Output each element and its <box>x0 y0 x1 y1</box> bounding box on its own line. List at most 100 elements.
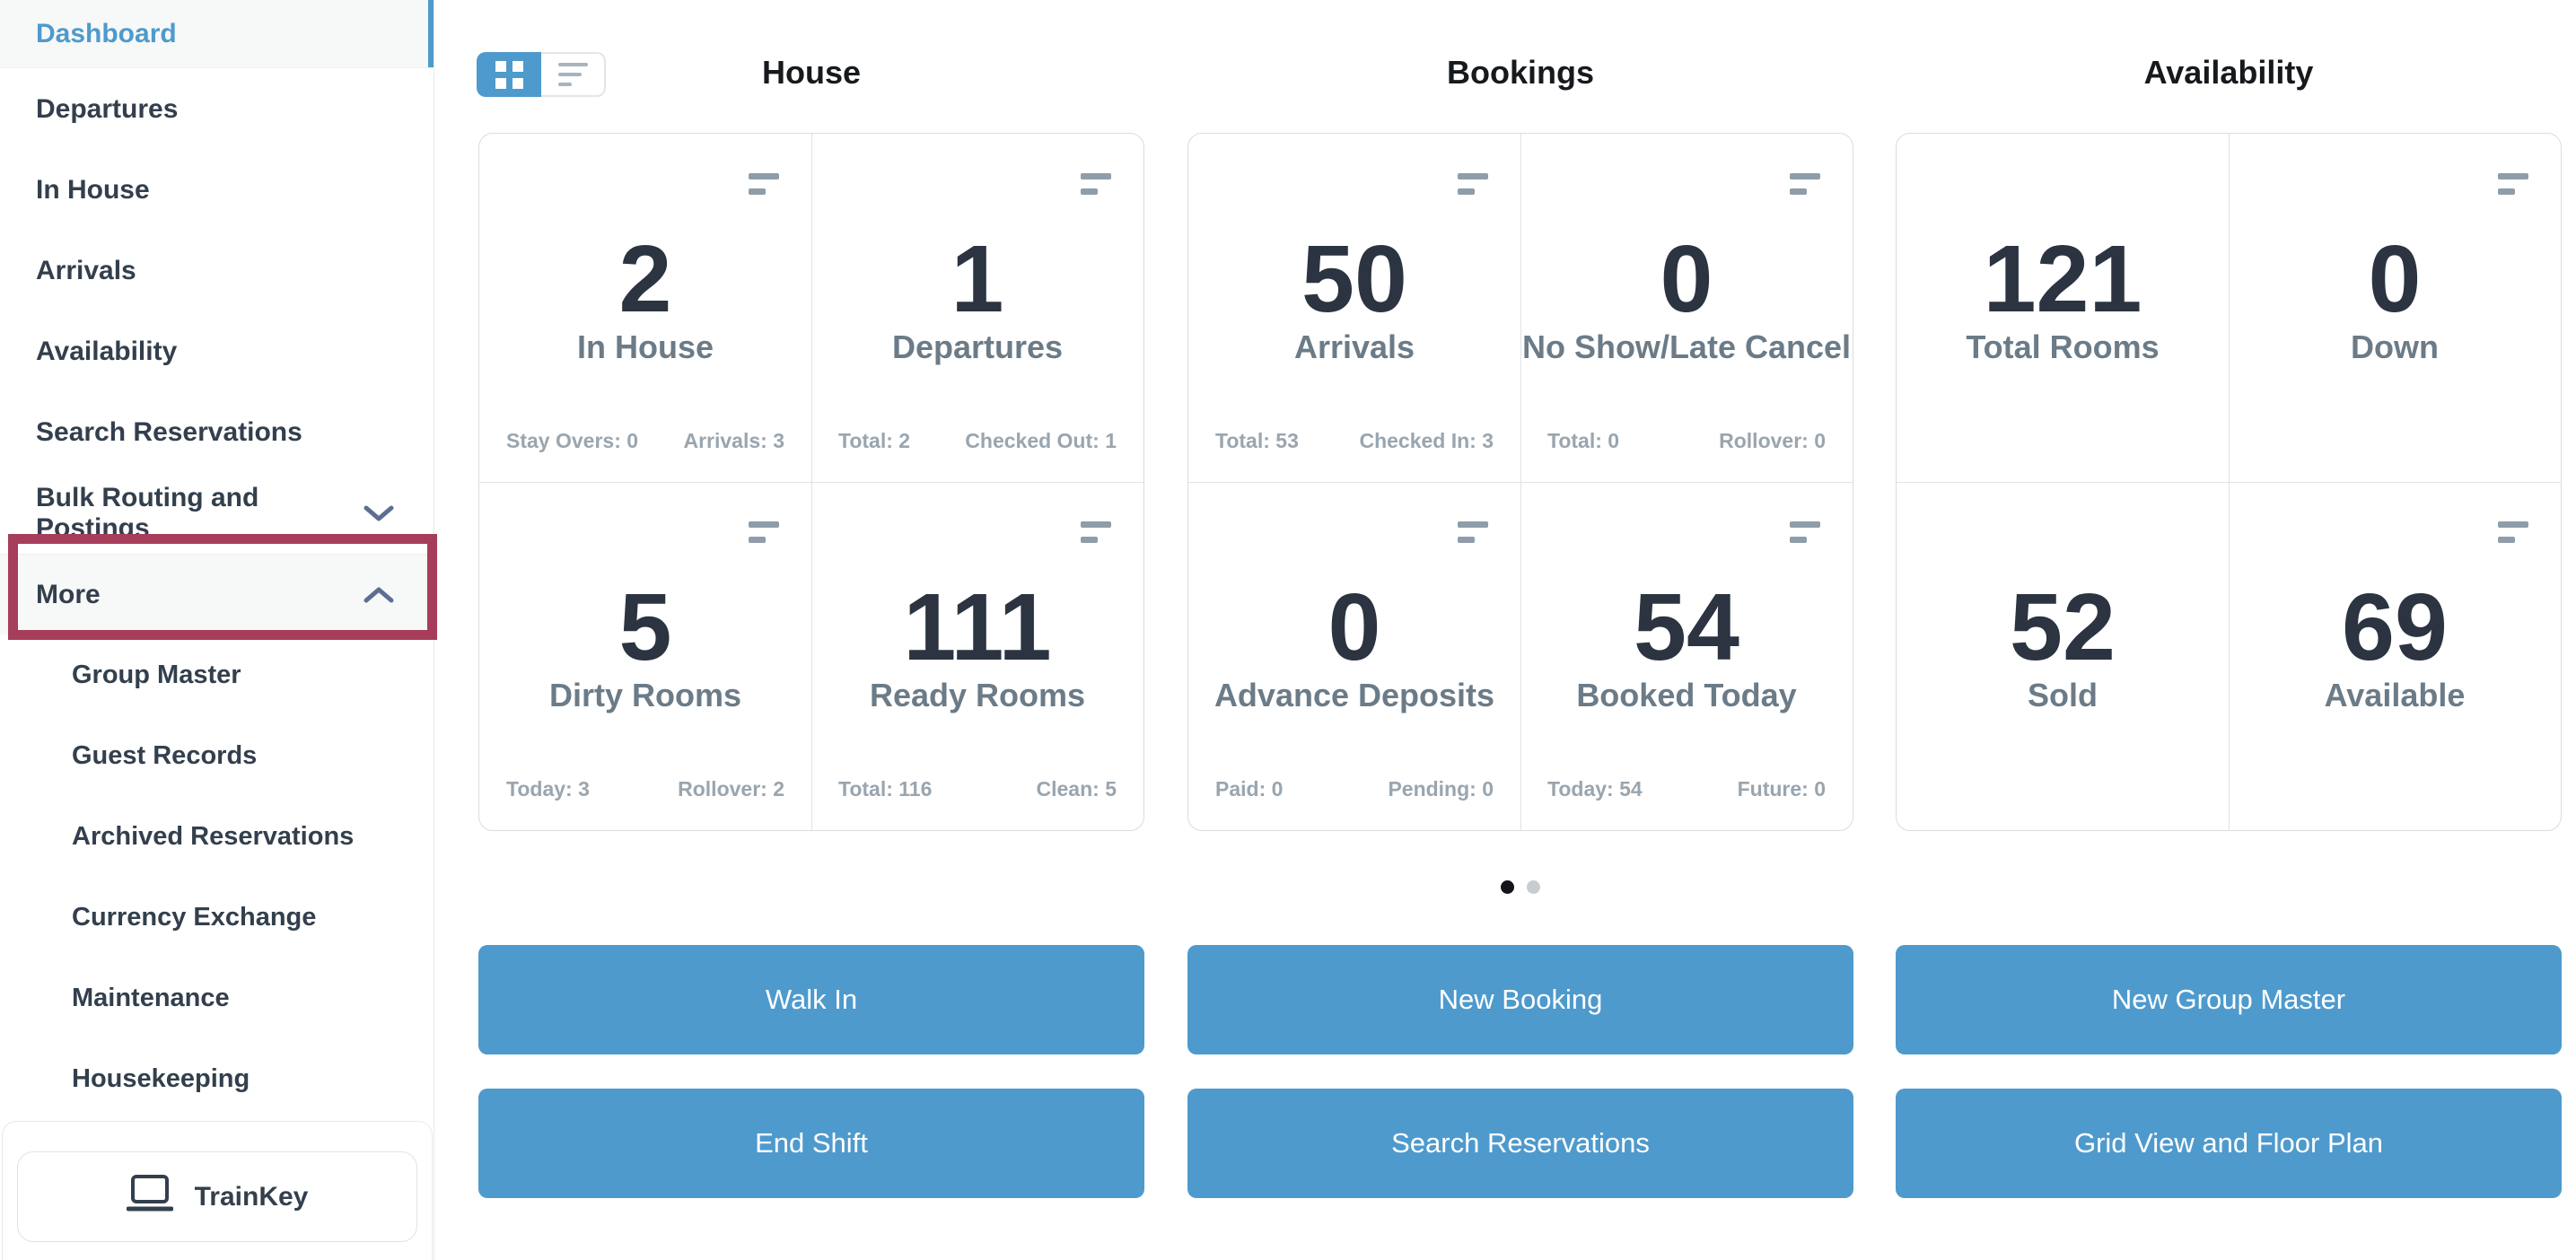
kpi-stat-right: Checked Out: 1 <box>965 429 1117 452</box>
sidebar-item-label: Housekeeping <box>72 1063 250 1093</box>
sidebar-item-label: More <box>36 579 101 609</box>
kpi-card-ready-rooms[interactable]: 111 Ready Rooms Total: 116 Clean: 5 <box>811 482 1143 830</box>
sidebar-item-arrivals[interactable]: Arrivals <box>0 231 434 311</box>
sidebar-item-label: Arrivals <box>36 256 136 285</box>
kpi-stats: Paid: 0 Pending: 0 <box>1215 777 1494 801</box>
kpi-stats: Total: 0 Rollover: 0 <box>1547 429 1826 453</box>
sidebar-item-label: Archived Reservations <box>72 821 355 851</box>
sidebar-item-bulk-routing-and-postings[interactable]: Bulk Routing and Postings <box>0 473 434 554</box>
sidebar-item-search-reservations[interactable]: Search Reservations <box>0 392 434 473</box>
kpi-value: 111 <box>903 574 1052 680</box>
sidebar-item-dashboard[interactable]: Dashboard <box>0 0 434 68</box>
card-menu-icon[interactable] <box>1790 521 1820 543</box>
sidebar-item-label: Search Reservations <box>36 417 302 447</box>
grid-view-floor-plan-button[interactable]: Grid View and Floor Plan <box>1896 1089 2562 1198</box>
card-menu-icon[interactable] <box>2498 173 2528 195</box>
kpi-card-down[interactable]: 0 Down <box>2229 134 2561 482</box>
card-menu-icon[interactable] <box>1081 521 1111 543</box>
kpi-label: Dirty Rooms <box>548 677 742 713</box>
kpi-label: Ready Rooms <box>869 677 1086 713</box>
walk-in-button[interactable]: Walk In <box>478 945 1144 1054</box>
pagination-dot[interactable] <box>1527 880 1540 894</box>
kpi-card-advance-deposits[interactable]: 0 Advance Deposits Paid: 0 Pending: 0 <box>1188 482 1520 830</box>
kpi-label: Down <box>2351 328 2439 365</box>
kpi-card-dirty-rooms[interactable]: 5 Dirty Rooms Today: 3 Rollover: 2 <box>479 482 811 830</box>
kpi-value: 1 <box>951 226 1004 332</box>
kpi-value: 0 <box>2368 226 2422 332</box>
kpi-stat-right: Arrivals: 3 <box>683 429 784 452</box>
sidebar-item-archived-reservations[interactable]: Archived Reservations <box>0 796 434 877</box>
kpi-stat-right: Checked In: 3 <box>1359 429 1494 452</box>
search-reservations-button[interactable]: Search Reservations <box>1187 1089 1853 1198</box>
kpi-value: 0 <box>1660 226 1713 332</box>
chevron-down-icon <box>364 505 394 522</box>
kpi-stat-left: Today: 3 <box>506 777 590 801</box>
house-panel: 2 In House Stay Overs: 0 Arrivals: 3 1 D… <box>478 133 1144 831</box>
card-menu-icon[interactable] <box>1790 173 1820 195</box>
kpi-stat-left: Stay Overs: 0 <box>506 429 639 452</box>
kpi-label: No Show/Late Cancel <box>1521 328 1852 365</box>
kpi-value: 121 <box>1983 226 2142 332</box>
kpi-card-departures[interactable]: 1 Departures Total: 2 Checked Out: 1 <box>811 134 1143 482</box>
active-item-indicator <box>428 0 434 67</box>
kpi-label: Departures <box>891 328 1064 365</box>
kpi-card-available[interactable]: 69 Available <box>2229 482 2561 830</box>
card-menu-icon[interactable] <box>749 521 779 543</box>
sidebar-item-more[interactable]: More <box>0 554 434 634</box>
card-menu-icon[interactable] <box>1081 173 1111 195</box>
kpi-card-no-show-late-cancel[interactable]: 0 No Show/Late Cancel Total: 0 Rollover:… <box>1520 134 1853 482</box>
kpi-card-sold[interactable]: 52 Sold <box>1897 482 2229 830</box>
sidebar-item-group-master[interactable]: Group Master <box>0 634 434 715</box>
sidebar-nav: Departures In House Arrivals Availabilit… <box>0 69 434 1119</box>
panel-divider <box>1897 482 2561 483</box>
view-toggle <box>477 52 606 97</box>
column-title-bookings: Bookings <box>1446 54 1594 91</box>
pagination-dot-active[interactable] <box>1501 880 1514 894</box>
kpi-stat-right: Pending: 0 <box>1388 777 1494 801</box>
kpi-value: 54 <box>1634 574 1739 680</box>
new-group-master-button[interactable]: New Group Master <box>1896 945 2562 1054</box>
kpi-card-booked-today[interactable]: 54 Booked Today Today: 54 Future: 0 <box>1520 482 1853 830</box>
card-menu-icon[interactable] <box>2498 521 2528 543</box>
sidebar-item-label: Currency Exchange <box>72 902 317 932</box>
sidebar-item-maintenance[interactable]: Maintenance <box>0 958 434 1038</box>
sidebar-item-availability[interactable]: Availability <box>0 311 434 392</box>
kpi-value: 69 <box>2342 574 2448 680</box>
sidebar-item-label: Departures <box>36 94 179 124</box>
sidebar-item-label: Maintenance <box>72 983 230 1012</box>
grid-view-button[interactable] <box>477 52 541 97</box>
kpi-stat-right: Clean: 5 <box>1036 777 1117 801</box>
kpi-label: Arrivals <box>1293 328 1415 365</box>
kpi-card-in-house[interactable]: 2 In House Stay Overs: 0 Arrivals: 3 <box>479 134 811 482</box>
kpi-card-arrivals[interactable]: 50 Arrivals Total: 53 Checked In: 3 <box>1188 134 1520 482</box>
end-shift-button[interactable]: End Shift <box>478 1089 1144 1198</box>
card-menu-icon[interactable] <box>1458 173 1488 195</box>
column-title-availability: Availability <box>2143 54 2314 91</box>
kpi-label: Advance Deposits <box>1214 677 1495 713</box>
column-title-house: House <box>761 54 862 91</box>
trainkey-label: TrainKey <box>194 1181 309 1212</box>
kpi-value: 50 <box>1301 226 1407 332</box>
chevron-up-icon <box>364 586 394 603</box>
sidebar-item-currency-exchange[interactable]: Currency Exchange <box>0 877 434 958</box>
kpi-stat-left: Total: 116 <box>838 777 933 801</box>
kpi-card-total-rooms[interactable]: 121 Total Rooms <box>1897 134 2229 482</box>
trainkey-button[interactable]: TrainKey <box>17 1151 417 1242</box>
sidebar-item-label: Dashboard <box>36 18 177 48</box>
sidebar-item-guest-records[interactable]: Guest Records <box>0 715 434 796</box>
card-menu-icon[interactable] <box>749 173 779 195</box>
list-view-button[interactable] <box>541 52 606 97</box>
laptop-icon <box>126 1174 174 1220</box>
sidebar-item-housekeeping[interactable]: Housekeeping <box>0 1038 434 1119</box>
card-menu-icon[interactable] <box>1458 521 1488 543</box>
kpi-value: 5 <box>618 574 672 680</box>
kpi-stat-right: Future: 0 <box>1737 777 1826 801</box>
kpi-stats: Total: 53 Checked In: 3 <box>1215 429 1494 453</box>
sidebar-item-departures[interactable]: Departures <box>0 69 434 150</box>
sidebar-item-in-house[interactable]: In House <box>0 150 434 231</box>
kpi-stat-left: Total: 53 <box>1215 429 1299 452</box>
new-booking-button[interactable]: New Booking <box>1187 945 1853 1054</box>
kpi-label: Booked Today <box>1576 677 1797 713</box>
kpi-stats: Total: 116 Clean: 5 <box>838 777 1117 801</box>
